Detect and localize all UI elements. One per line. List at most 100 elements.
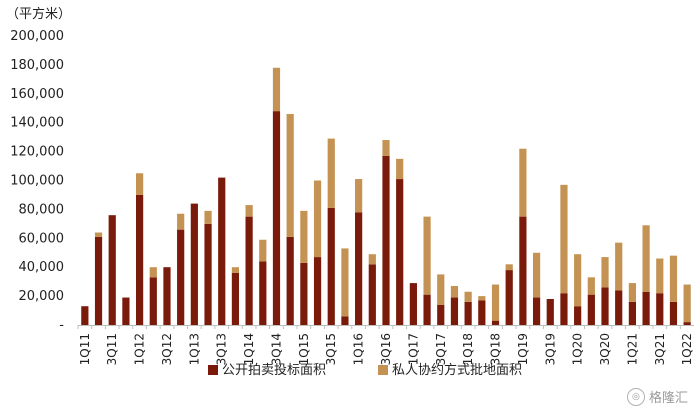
- bar-private-treaty: [532, 252, 541, 298]
- bar-public-auction: [245, 216, 253, 325]
- y-tick-label: 180,000: [10, 58, 64, 73]
- bar-public-auction: [341, 316, 349, 325]
- x-tick-label: 3Q21: [653, 333, 667, 365]
- bar-private-treaty: [94, 232, 103, 237]
- bar-public-auction: [94, 236, 103, 325]
- bar-public-auction: [396, 179, 404, 325]
- bar-public-auction: [327, 207, 335, 325]
- bar-private-treaty: [574, 254, 582, 307]
- bar-private-treaty: [683, 284, 691, 323]
- x-tick-label: 1Q12: [133, 333, 147, 365]
- x-tick-label: 1Q16: [352, 333, 366, 365]
- bar-public-auction: [423, 294, 431, 325]
- bar-public-auction: [313, 257, 322, 325]
- bar-private-treaty: [560, 184, 568, 294]
- x-tick-label: 3Q18: [489, 333, 503, 365]
- y-unit-label: （平方米）: [6, 7, 72, 22]
- bar-public-auction: [656, 293, 664, 325]
- bar-private-treaty: [300, 210, 308, 263]
- x-tick-label: 1Q17: [406, 333, 420, 365]
- x-tick-label: 1Q14: [242, 333, 256, 365]
- watermark: ◎ 格隆汇: [626, 387, 688, 406]
- x-tick-label: 3Q14: [269, 333, 283, 365]
- bar-private-treaty: [204, 210, 212, 224]
- bar-private-treaty: [478, 296, 486, 301]
- y-tick-label: 120,000: [10, 145, 64, 160]
- bar-public-auction: [628, 301, 636, 325]
- bar-public-auction: [163, 267, 171, 325]
- bar-public-auction: [136, 194, 144, 325]
- x-tick-label: 3Q13: [215, 333, 229, 365]
- bar-public-auction: [368, 264, 376, 325]
- bar-public-auction: [615, 290, 623, 325]
- bar-private-treaty: [437, 274, 445, 305]
- bar-private-treaty: [313, 180, 322, 258]
- legend-swatch: [208, 365, 218, 375]
- bar-public-auction: [272, 111, 281, 325]
- bar-public-auction: [560, 293, 568, 325]
- bar-public-auction: [355, 212, 363, 325]
- bar-public-auction: [122, 297, 130, 325]
- bar-private-treaty: [491, 284, 500, 321]
- bar-private-treaty: [464, 291, 472, 302]
- bar-private-treaty: [327, 138, 335, 208]
- bar-public-auction: [574, 306, 582, 325]
- bar-public-auction: [532, 297, 541, 325]
- bar-private-treaty: [355, 179, 363, 213]
- bar-private-treaty: [423, 216, 431, 295]
- x-tick-label: 3Q15: [324, 333, 338, 365]
- bar-private-treaty: [669, 255, 678, 302]
- bar-public-auction: [669, 301, 678, 325]
- x-tick-label: 3Q16: [379, 333, 393, 365]
- bar-private-treaty: [450, 285, 459, 298]
- x-tick-label: 1Q20: [571, 333, 585, 365]
- bar-private-treaty: [245, 205, 253, 217]
- bar-private-treaty: [628, 283, 636, 302]
- x-tick-label: 3Q12: [160, 333, 174, 365]
- y-tick-label: 40,000: [19, 260, 65, 275]
- bar-public-auction: [546, 298, 554, 325]
- y-tick-label: 60,000: [19, 231, 65, 246]
- legend-label: 公开拍卖投标面积: [222, 362, 326, 378]
- bar-private-treaty: [177, 213, 185, 230]
- bar-public-auction: [259, 261, 267, 325]
- bar-private-treaty: [615, 242, 623, 291]
- bar-private-treaty: [272, 67, 281, 112]
- x-tick-label: 3Q11: [105, 333, 119, 365]
- bar-public-auction: [218, 177, 226, 325]
- y-tick-label: 100,000: [10, 174, 64, 189]
- bar-private-treaty: [587, 277, 595, 295]
- y-tick-label: 200,000: [10, 29, 64, 44]
- bar-private-treaty: [642, 225, 650, 292]
- y-tick-label: 140,000: [10, 116, 64, 131]
- bar-private-treaty: [382, 140, 390, 156]
- bar-public-auction: [177, 229, 185, 325]
- x-tick-label: 3Q20: [598, 333, 612, 365]
- bar-private-treaty: [231, 267, 240, 273]
- x-tick-label: 1Q13: [187, 333, 201, 365]
- bar-public-auction: [231, 272, 240, 325]
- bar-private-treaty: [149, 267, 157, 278]
- bar-private-treaty: [136, 173, 144, 195]
- bar-private-treaty: [396, 158, 404, 180]
- bar-private-treaty: [519, 148, 527, 217]
- y-tick-label: 160,000: [10, 87, 64, 102]
- bar-public-auction: [464, 301, 472, 325]
- bar-public-auction: [204, 223, 212, 325]
- bar-public-auction: [642, 291, 650, 325]
- bar-public-auction: [519, 216, 527, 325]
- bar-public-auction: [505, 270, 513, 325]
- bar-public-auction: [601, 287, 609, 325]
- legend-label: 私人协约方式批地面积: [392, 362, 522, 378]
- bar-public-auction: [478, 300, 486, 325]
- legend-swatch: [378, 365, 388, 375]
- bar-public-auction: [190, 203, 198, 325]
- bar-public-auction: [149, 277, 157, 325]
- bar-private-treaty: [656, 258, 664, 294]
- x-tick-label: 1Q22: [680, 333, 694, 365]
- y-tick-label: -: [59, 318, 64, 333]
- bar-public-auction: [382, 155, 390, 325]
- watermark-logo-icon: ◎: [626, 387, 645, 406]
- bar-private-treaty: [286, 114, 294, 237]
- bar-public-auction: [683, 322, 691, 325]
